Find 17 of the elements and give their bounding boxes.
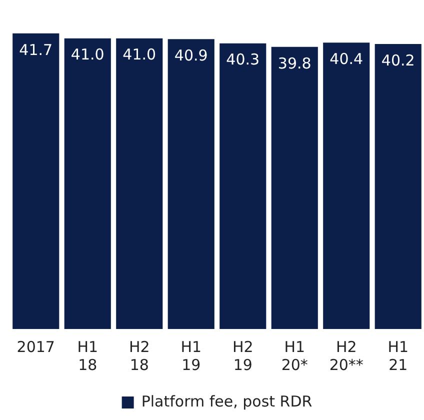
x-tick-label: H1 18 [77,338,98,374]
legend-label: Platform fee, post RDR [141,392,312,410]
x-tick-label: H1 20* [281,338,308,374]
data-label: 40.4 [330,50,364,68]
data-label: 40.3 [226,50,260,69]
x-tick-label: H2 18 [128,338,150,374]
data-label: 41.7 [19,40,53,59]
x-tick-label: H1 19 [180,338,202,374]
data-label: 40.9 [174,46,208,64]
x-tick-label: H2 19 [232,338,254,374]
x-tick-label: H2 20** [329,338,364,374]
data-label: 39.8 [278,54,312,72]
x-tick-label: H1 21 [388,338,409,374]
x-tick-label: 2017 [16,338,55,356]
data-label: 41.0 [122,46,156,64]
data-label: 41.0 [70,46,104,64]
data-label: 40.2 [381,51,415,70]
